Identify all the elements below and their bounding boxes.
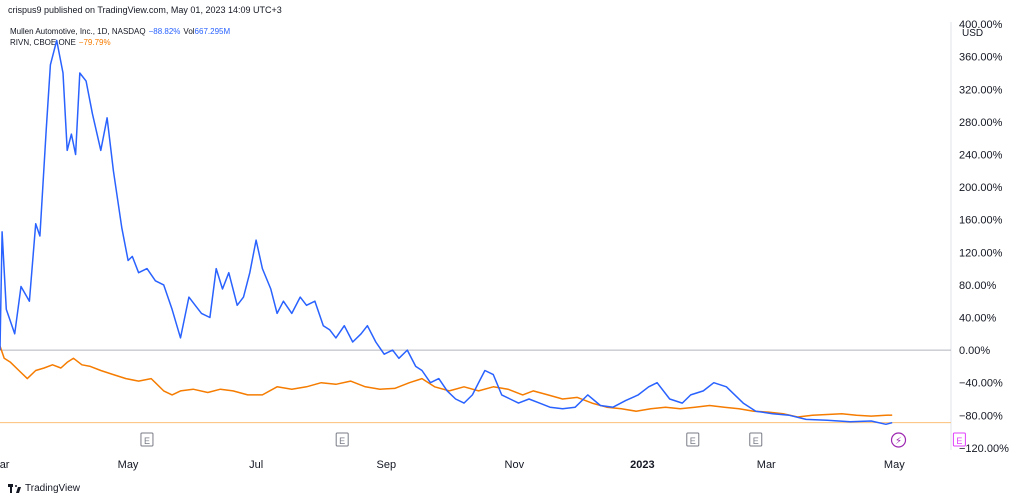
svg-text:E: E — [753, 436, 759, 446]
y-tick-label: −40.00% — [959, 378, 1003, 390]
legend-row-rivn[interactable]: RIVN, CBOE ONE −79.79% — [10, 37, 230, 48]
earnings-marker-icon[interactable]: E — [686, 432, 700, 447]
x-tick-label: Sep — [376, 459, 396, 471]
earnings-marker-icon[interactable]: E — [335, 432, 349, 447]
legend-row-mullen[interactable]: Mullen Automotive, Inc., 1D, NASDAQ −88.8… — [10, 26, 230, 37]
y-tick-label: 360.00% — [959, 52, 1003, 64]
legend-series1-change: −88.82% — [148, 27, 181, 36]
svg-text:E: E — [690, 436, 696, 446]
tradingview-logo-icon — [8, 484, 22, 493]
legend-series1-vol-value: 667.295M — [194, 27, 231, 36]
publisher-caption: crispus9 published on TradingView.com, M… — [8, 5, 282, 15]
earnings-marker-icon[interactable]: E — [140, 432, 154, 447]
svg-text:E: E — [144, 436, 150, 446]
y-tick-label: 240.00% — [959, 149, 1003, 161]
y-axis[interactable]: 400.00% 360.00% 320.00% 280.00% 240.00% 200.0… — [959, 19, 1009, 455]
y-tick-label: 40.00% — [959, 313, 997, 325]
legend-series2-name: RIVN, CBOE ONE — [10, 38, 76, 47]
y-tick-label: 200.00% — [959, 182, 1003, 194]
y-tick-label: 280.00% — [959, 117, 1003, 129]
event-markers: E E E E ⚡ E — [140, 432, 966, 448]
y-tick-label: 80.00% — [959, 280, 997, 292]
x-tick-label: 2023 — [630, 459, 654, 471]
legend-series2-change: −79.79% — [78, 38, 111, 47]
x-tick-label: Mar — [0, 459, 10, 471]
x-tick-label: May — [118, 459, 139, 471]
chart-legend: Mullen Automotive, Inc., 1D, NASDAQ −88.8… — [10, 26, 230, 48]
series-layer — [0, 39, 951, 426]
y-tick-label: −80.00% — [959, 410, 1003, 422]
y-tick-label: 0.00% — [959, 345, 990, 357]
legend-series1-name: Mullen Automotive, Inc., 1D, NASDAQ — [10, 27, 146, 36]
series-line-mullen — [0, 39, 893, 426]
earnings-marker-icon[interactable]: E — [749, 432, 763, 447]
series-line-rivn — [0, 345, 893, 418]
x-tick-label: May — [884, 459, 905, 471]
svg-text:E: E — [339, 436, 345, 446]
footer-brand: TradingView — [25, 483, 81, 494]
split-marker-icon[interactable]: ⚡ — [890, 432, 907, 448]
y-tick-label: 120.00% — [959, 247, 1003, 259]
earnings-marker-icon[interactable]: E — [952, 432, 966, 447]
y-tick-label: 320.00% — [959, 84, 1003, 96]
x-tick-label: Mar — [757, 459, 776, 471]
svg-text:⚡: ⚡ — [895, 436, 902, 447]
y-tick-label: −120.00% — [959, 443, 1009, 455]
tradingview-footer[interactable]: TradingView — [8, 483, 80, 494]
y-tick-label: 160.00% — [959, 215, 1003, 227]
x-tick-label: Nov — [505, 459, 525, 471]
x-axis[interactable]: Mar May Jul Sep Nov 2023 Mar May — [0, 459, 905, 471]
price-scale-unit: USD — [962, 28, 983, 39]
x-tick-label: Jul — [249, 459, 263, 471]
svg-text:E: E — [956, 436, 962, 446]
y-tick-label: 400.00% — [959, 19, 1003, 31]
legend-series1-vol-label: Vol — [183, 27, 195, 36]
